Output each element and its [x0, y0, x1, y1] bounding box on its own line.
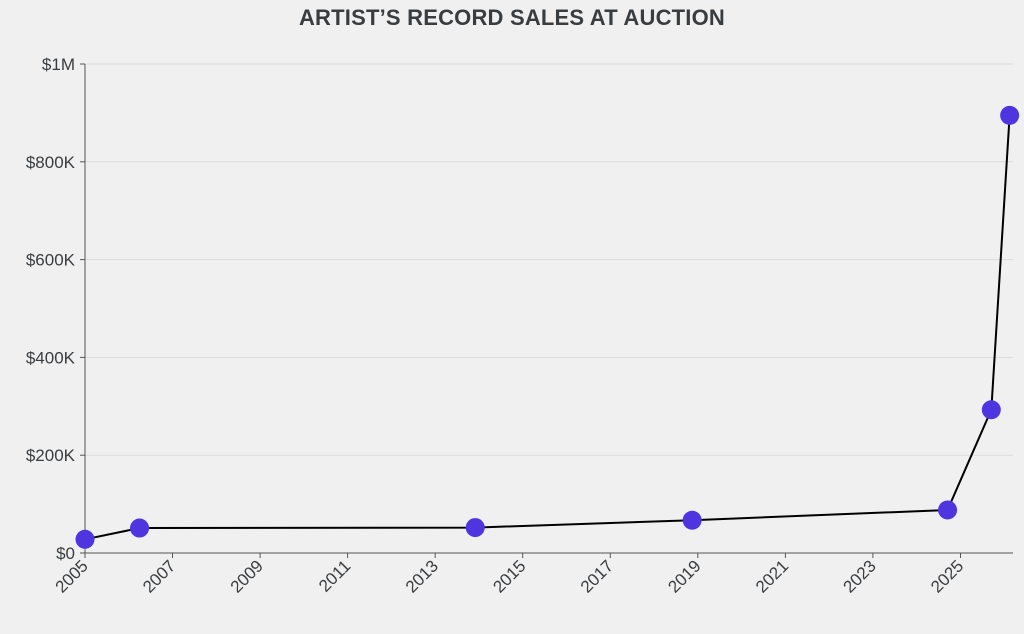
y-tick-label: $1M: [42, 55, 75, 74]
x-tick-label: 2017: [577, 556, 617, 596]
x-tick-label: 2023: [840, 556, 880, 596]
grid-lines: [85, 63, 1013, 456]
x-tick-label: 2021: [752, 556, 792, 596]
x-tick-label: 2019: [664, 556, 704, 596]
data-point: [938, 500, 958, 520]
axes: [80, 63, 1013, 558]
x-tick-label: 2015: [489, 556, 529, 596]
y-tick-label: $400K: [26, 348, 76, 367]
data-point: [75, 529, 95, 549]
y-tick-label: $200K: [26, 446, 76, 465]
data-point: [981, 400, 1001, 420]
series-line: [84, 115, 1011, 541]
x-tick-label: 2009: [227, 556, 267, 596]
data-point: [465, 518, 485, 538]
data-point: [130, 518, 150, 538]
chart-title: ARTIST’S RECORD SALES AT AUCTION: [298, 5, 726, 30]
y-tick-label: $0: [56, 544, 75, 563]
x-tick-label: 2013: [402, 556, 442, 596]
data-point: [682, 510, 702, 530]
data-point: [1000, 105, 1020, 125]
x-tick-label: 2011: [315, 556, 354, 595]
x-tick-label: 2007: [139, 556, 179, 596]
x-tick-label: 2025: [927, 556, 967, 596]
y-tick-label: $800K: [26, 153, 76, 172]
y-tick-label: $600K: [26, 251, 76, 270]
series: [75, 105, 1020, 549]
